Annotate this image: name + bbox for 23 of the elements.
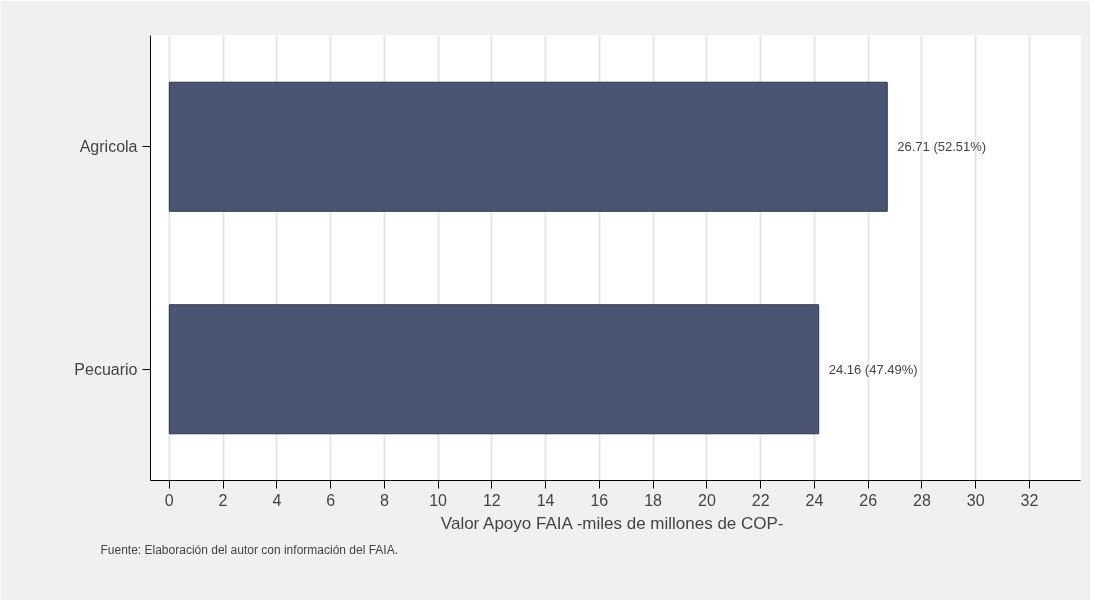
x-tick-label: 6 [326,491,336,509]
x-tick-label: 28 [913,491,931,509]
x-tick-label: 12 [482,491,501,509]
x-tick-label: 0 [164,491,174,509]
x-tick-label: 18 [644,491,663,509]
x-tick-label: 30 [966,491,985,509]
x-tick-label: 22 [751,491,770,509]
x-tick-label: 2 [218,491,228,509]
data-label: 26.71 (52.51%) [897,139,987,155]
x-tick-label: 14 [536,491,555,509]
x-tick-label: 8 [379,491,389,509]
x-tick-label: 32 [1020,491,1039,509]
x-tick-label: 4 [272,491,282,509]
y-tick-label: Agricola [79,138,138,156]
x-tick-label: 16 [590,491,609,509]
source-note: Fuente: Elaboración del autor con información del FAIA. [100,542,399,557]
y-tick-label: Pecuario [74,360,138,378]
x-tick-label: 20 [697,491,716,509]
data-label: 24.16 (47.49%) [828,361,918,377]
x-tick-label: 24 [805,491,824,509]
x-tick-label: 10 [429,491,448,509]
x-axis-title: Valor Apoyo FAIA -miles de millones de COP- [440,513,784,533]
x-tick-label: 26 [859,491,878,509]
